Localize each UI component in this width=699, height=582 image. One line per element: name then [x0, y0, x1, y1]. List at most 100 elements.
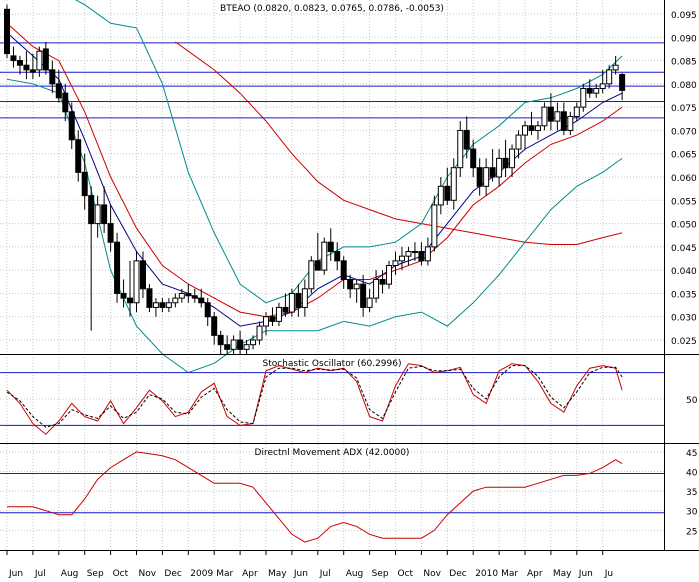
candle-body-up — [263, 316, 269, 327]
candle-body-down — [204, 302, 211, 318]
candle-body-down — [4, 8, 10, 55]
candle-body-down — [476, 167, 483, 187]
y-tick-label: 0.095 — [671, 11, 697, 21]
candle-body-down — [88, 195, 95, 225]
candle — [554, 102, 561, 131]
candle-body-up — [411, 251, 418, 254]
candle — [81, 153, 88, 210]
y-tick-label: 0.035 — [671, 290, 697, 300]
candle-body-up — [612, 64, 619, 71]
candle — [398, 246, 405, 271]
candle-body-down — [55, 83, 62, 99]
y-tick-label: 0.030 — [671, 314, 697, 324]
x-tick-label: Nov — [423, 569, 441, 578]
candle — [62, 83, 69, 122]
candle-body-down — [146, 288, 153, 308]
y-tick-label: 0.070 — [671, 127, 697, 137]
candle — [612, 55, 619, 75]
candle — [120, 279, 127, 308]
candle-body-up — [230, 339, 237, 350]
x-tick-label: Apr — [527, 569, 543, 578]
candle-body-down — [560, 111, 567, 131]
candle-body-up — [457, 129, 464, 169]
candle — [431, 195, 438, 252]
x-axis: Jun Jul Aug Sep Oct Nov Dec 2009 Mar Apr May Jun Jul… — [6, 550, 613, 579]
candle-body-up — [250, 339, 257, 346]
candle-body-up — [567, 115, 574, 131]
candle — [191, 288, 198, 303]
candle-body-down — [16, 60, 23, 66]
candle-body-down — [237, 339, 244, 350]
x-tick-label: 2009 — [190, 569, 213, 578]
candle-body-up — [437, 185, 444, 206]
price-panel: 0.095 0.090 0.085 0.080 0.075 0.070 0.065 0.060… — [0, 0, 697, 374]
candle — [534, 121, 541, 140]
candle-body-down — [547, 106, 554, 122]
candle — [29, 53, 36, 80]
candle — [347, 274, 354, 299]
candle — [275, 302, 282, 327]
candle-body-down — [224, 344, 231, 350]
candle-body-down — [62, 92, 69, 113]
candle — [334, 242, 341, 271]
candle-body-up — [483, 167, 490, 187]
candle — [321, 237, 328, 275]
candle — [327, 228, 334, 261]
candle — [224, 335, 231, 354]
candle-body-down — [379, 278, 386, 285]
y-tick-label: 0.090 — [671, 34, 697, 44]
candle-body-up — [431, 204, 438, 248]
candle — [619, 73, 626, 101]
candle — [23, 51, 30, 80]
candle — [88, 186, 95, 331]
candle-body-down — [191, 295, 198, 299]
candle — [256, 321, 263, 345]
indicator-line — [6, 78, 623, 374]
candle-body-down — [42, 48, 49, 71]
x-tick-label: Dec — [164, 569, 181, 578]
candle — [573, 102, 580, 122]
candle-body-up — [256, 325, 263, 341]
candle — [373, 270, 380, 303]
candle-body-down — [327, 241, 334, 253]
candle-body-down — [139, 260, 146, 290]
candle — [496, 149, 503, 187]
candle — [489, 149, 496, 182]
candle — [360, 274, 367, 317]
panel-title: Directnl Movement ADX (42.0000) — [255, 448, 410, 458]
y-tick-label: 0.025 — [671, 337, 697, 347]
candle — [411, 242, 418, 261]
candle-body-up — [178, 292, 185, 299]
candle — [114, 232, 121, 303]
x-tick-label: Jul — [34, 569, 46, 578]
candle — [68, 102, 75, 150]
candle — [301, 279, 308, 317]
candle — [152, 298, 159, 317]
y-tick-label: 0.060 — [671, 174, 697, 184]
candle — [146, 284, 153, 313]
x-tick-label: May — [553, 569, 572, 578]
candle — [502, 139, 509, 177]
candle-body-up — [301, 288, 308, 308]
candle — [127, 260, 134, 317]
x-tick-label: Mar — [216, 569, 233, 578]
candle — [282, 293, 289, 317]
indicator-line — [7, 451, 623, 543]
candle — [340, 256, 347, 289]
candle — [94, 195, 101, 238]
candle — [606, 65, 613, 89]
y-tick-label: 35 — [686, 488, 697, 498]
x-tick-label: Dec — [449, 569, 466, 578]
indicator-line — [6, 22, 623, 318]
x-tick-label: Jun — [578, 569, 593, 578]
candle-body-down — [347, 278, 354, 290]
candle — [172, 293, 179, 308]
frame-layer — [0, 0, 699, 551]
candle-body-up — [593, 88, 600, 94]
candle — [560, 102, 567, 136]
indicator-line — [175, 41, 623, 245]
candle — [250, 335, 257, 350]
candle-body-down — [502, 157, 509, 169]
candle-body-down — [463, 129, 470, 150]
candle — [269, 307, 276, 327]
